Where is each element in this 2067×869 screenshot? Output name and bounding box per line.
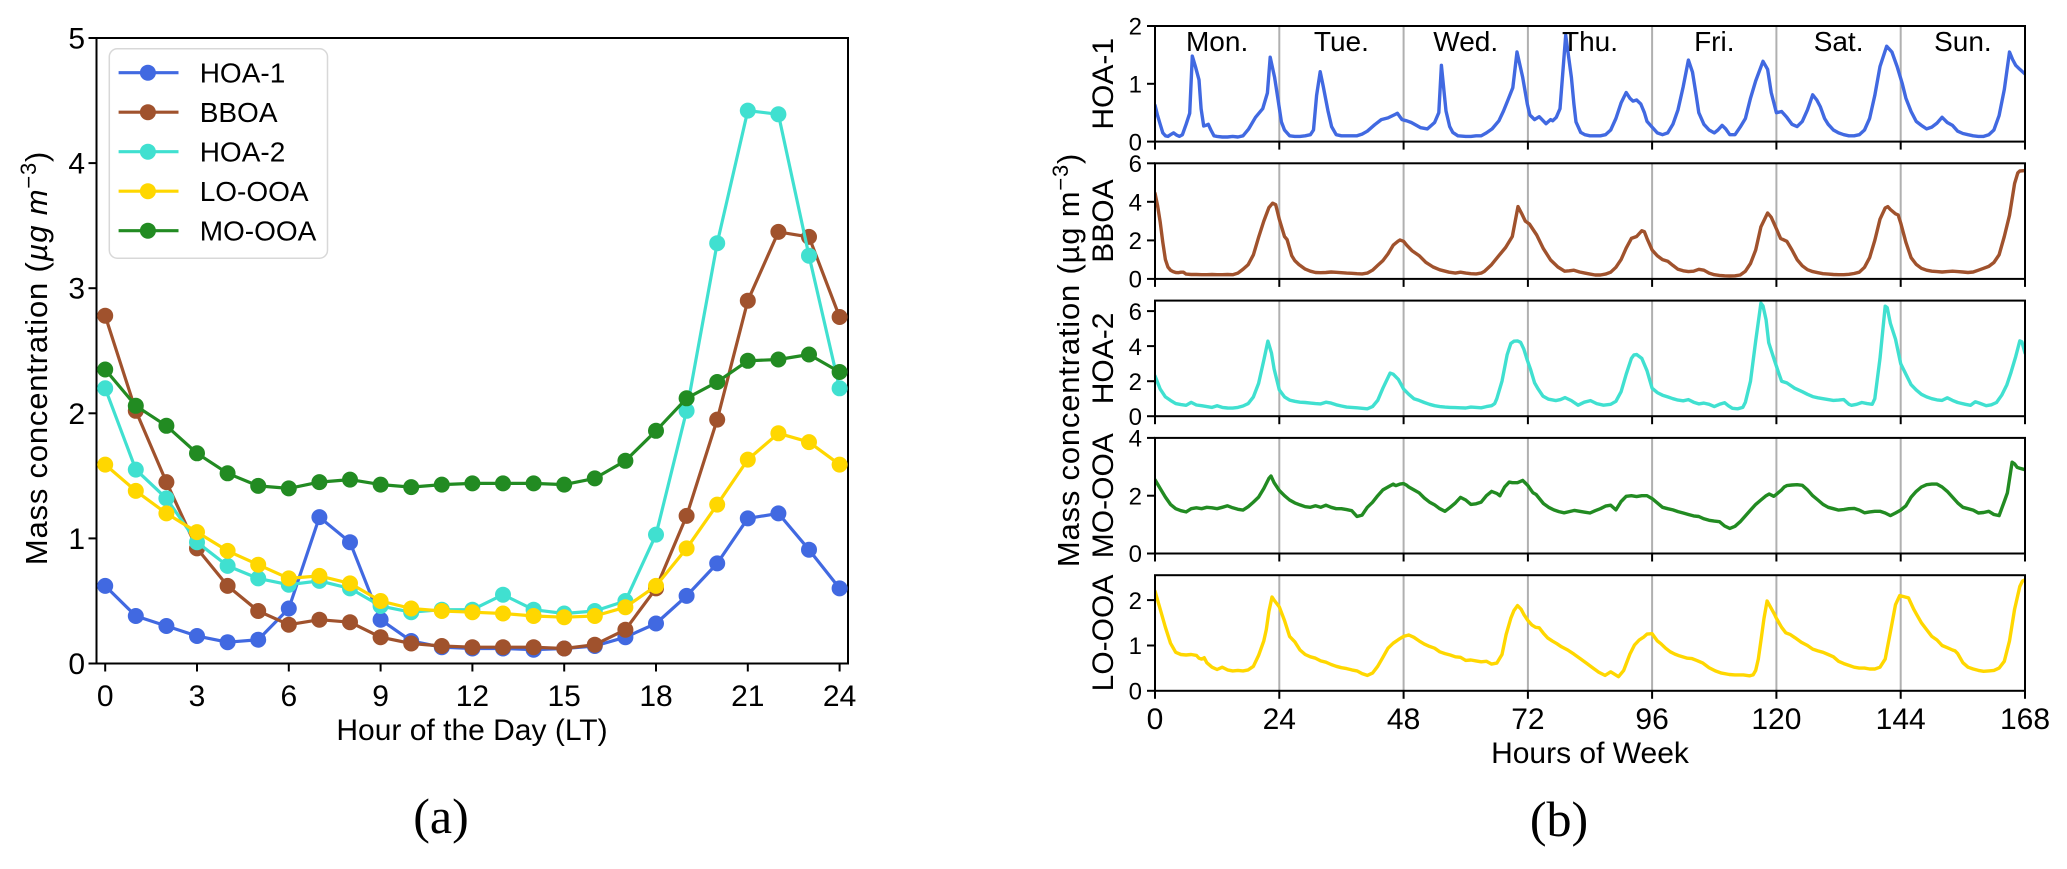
svg-text:4: 4 [68, 148, 85, 181]
svg-text:0: 0 [68, 648, 85, 681]
svg-text:LO-OOA: LO-OOA [200, 176, 309, 207]
svg-text:4: 4 [1129, 334, 1142, 361]
svg-text:144: 144 [1876, 703, 1926, 736]
svg-text:MO-OOA: MO-OOA [200, 216, 317, 247]
svg-text:Wed.: Wed. [1433, 26, 1498, 57]
svg-text:12: 12 [456, 680, 489, 713]
svg-text:0: 0 [1129, 679, 1142, 706]
svg-text:2: 2 [1129, 369, 1142, 396]
svg-text:3: 3 [189, 680, 206, 713]
svg-text:0: 0 [97, 680, 114, 713]
svg-text:1: 1 [1129, 72, 1142, 99]
svg-text:0: 0 [1129, 541, 1142, 568]
svg-text:Fri.: Fri. [1694, 26, 1734, 57]
svg-text:Sun.: Sun. [1934, 26, 1992, 57]
svg-text:HOA-2: HOA-2 [200, 137, 286, 168]
svg-text:2: 2 [1129, 588, 1142, 615]
svg-text:Hours of Week: Hours of Week [1491, 737, 1690, 770]
svg-text:(a): (a) [413, 788, 469, 844]
svg-text:9: 9 [372, 680, 389, 713]
svg-text:6: 6 [1129, 151, 1142, 178]
svg-text:3: 3 [68, 273, 85, 306]
svg-text:21: 21 [731, 680, 764, 713]
svg-text:Mass concentration (µg m−3): Mass concentration (µg m−3) [1048, 153, 1086, 567]
svg-text:4: 4 [1129, 190, 1142, 217]
svg-text:Mon.: Mon. [1186, 26, 1248, 57]
svg-text:Mass concentration (µg m−3): Mass concentration (µg m−3) [16, 151, 54, 565]
svg-text:Hour of the Day (LT): Hour of the Day (LT) [336, 714, 607, 747]
svg-text:Sat.: Sat. [1814, 26, 1864, 57]
svg-text:5: 5 [68, 23, 85, 56]
svg-text:6: 6 [280, 680, 297, 713]
svg-text:18: 18 [639, 680, 672, 713]
svg-text:15: 15 [548, 680, 581, 713]
svg-text:96: 96 [1635, 703, 1668, 736]
svg-text:24: 24 [823, 680, 856, 713]
svg-text:BBOA: BBOA [1087, 179, 1120, 262]
svg-text:48: 48 [1387, 703, 1420, 736]
svg-text:HOA-1: HOA-1 [200, 58, 286, 89]
svg-text:2: 2 [68, 398, 85, 431]
svg-text:24: 24 [1263, 703, 1296, 736]
svg-text:4: 4 [1129, 426, 1142, 453]
svg-text:0: 0 [1129, 404, 1142, 431]
svg-text:HOA-1: HOA-1 [1087, 38, 1120, 130]
svg-text:BBOA: BBOA [200, 97, 278, 128]
svg-text:0: 0 [1147, 703, 1164, 736]
svg-text:0: 0 [1129, 129, 1142, 156]
svg-text:HOA-2: HOA-2 [1087, 313, 1120, 405]
svg-text:MO-OOA: MO-OOA [1087, 433, 1120, 558]
svg-text:6: 6 [1129, 299, 1142, 326]
svg-text:LO-OOA: LO-OOA [1087, 575, 1120, 692]
svg-text:Tue.: Tue. [1314, 26, 1369, 57]
svg-text:168: 168 [2000, 703, 2050, 736]
svg-text:2: 2 [1129, 14, 1142, 41]
svg-text:2: 2 [1129, 483, 1142, 510]
svg-text:120: 120 [1751, 703, 1801, 736]
svg-text:Thu.: Thu. [1562, 26, 1618, 57]
svg-text:1: 1 [1129, 633, 1142, 660]
svg-text:2: 2 [1129, 228, 1142, 255]
svg-text:(b): (b) [1530, 791, 1588, 847]
svg-text:0: 0 [1129, 267, 1142, 294]
svg-text:1: 1 [68, 523, 85, 556]
svg-text:72: 72 [1511, 703, 1544, 736]
